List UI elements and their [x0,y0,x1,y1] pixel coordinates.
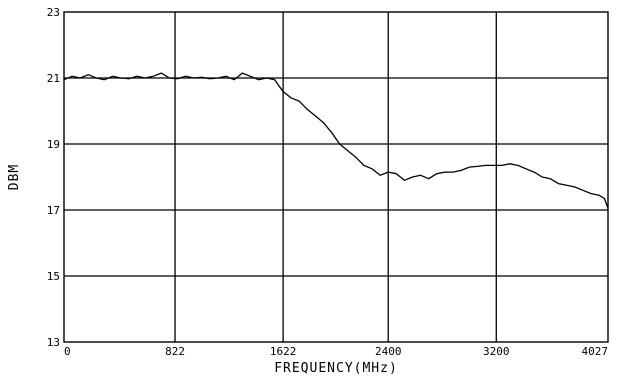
x-tick-label: 4027 [582,345,609,358]
y-tick-label: 13 [47,336,60,349]
y-axis-label: DBM [7,164,22,190]
y-tick-label: 19 [47,138,60,151]
y-tick-label: 21 [47,72,60,85]
x-tick-label: 822 [165,345,185,358]
grid-lines [64,12,608,342]
x-tick-label: 3200 [483,345,510,358]
y-tick-label: 15 [47,270,60,283]
y-tick-label: 17 [47,204,60,217]
series-line [63,72,609,209]
plot-frame [63,11,609,343]
x-tick-label: 2400 [375,345,402,358]
x-tick-label: 1622 [270,345,297,358]
x-axis-label: FREQUENCY(MHz) [274,361,398,376]
x-tick-label: 0 [64,345,71,358]
tick-labels: 13 15 17 19 21 23 0 822 1622 2400 3200 4027 [47,6,608,358]
y-tick-label: 23 [47,6,60,19]
